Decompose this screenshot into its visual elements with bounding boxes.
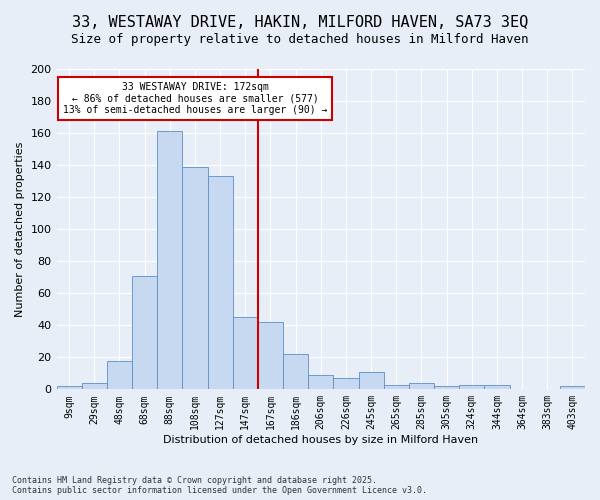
- Bar: [82, 383, 107, 390]
- Bar: [334, 378, 359, 390]
- Y-axis label: Number of detached properties: Number of detached properties: [15, 142, 25, 317]
- Bar: [434, 386, 459, 390]
- Bar: [233, 318, 258, 390]
- Bar: [383, 384, 409, 390]
- Text: Contains HM Land Registry data © Crown copyright and database right 2025.
Contai: Contains HM Land Registry data © Crown c…: [12, 476, 427, 495]
- Bar: [182, 166, 208, 390]
- Bar: [308, 375, 334, 390]
- Bar: [560, 386, 585, 390]
- Bar: [283, 354, 308, 390]
- Text: 33 WESTAWAY DRIVE: 172sqm
← 86% of detached houses are smaller (577)
13% of semi: 33 WESTAWAY DRIVE: 172sqm ← 86% of detac…: [63, 82, 327, 115]
- Bar: [157, 132, 182, 390]
- X-axis label: Distribution of detached houses by size in Milford Haven: Distribution of detached houses by size …: [163, 435, 478, 445]
- Bar: [132, 276, 157, 390]
- Text: 33, WESTAWAY DRIVE, HAKIN, MILFORD HAVEN, SA73 3EQ: 33, WESTAWAY DRIVE, HAKIN, MILFORD HAVEN…: [72, 15, 528, 30]
- Bar: [258, 322, 283, 390]
- Bar: [459, 384, 484, 390]
- Bar: [56, 386, 82, 390]
- Bar: [107, 360, 132, 390]
- Bar: [409, 383, 434, 390]
- Bar: [359, 372, 383, 390]
- Text: Size of property relative to detached houses in Milford Haven: Size of property relative to detached ho…: [71, 32, 529, 46]
- Bar: [484, 384, 509, 390]
- Bar: [208, 176, 233, 390]
